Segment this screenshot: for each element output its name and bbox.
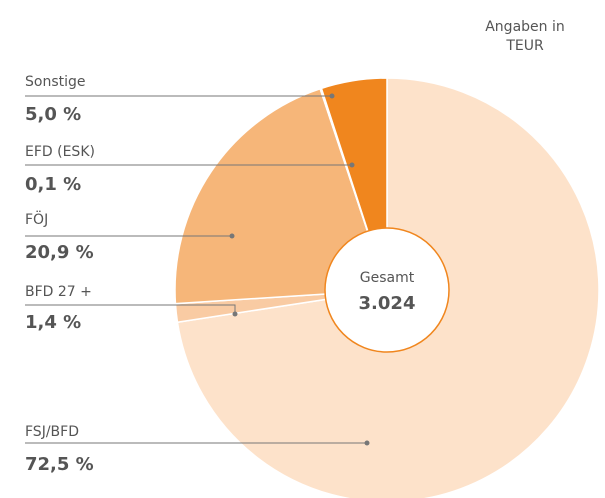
center-circle <box>324 227 450 353</box>
slice-value-label: 5,0 % <box>25 104 81 125</box>
slice-name: FSJ/BFD <box>25 424 79 440</box>
leader-line <box>25 304 236 314</box>
slice-value-label: 72,5 % <box>25 454 94 475</box>
note: Angaben in <box>485 19 565 35</box>
slice-value-label: 20,9 % <box>25 242 94 263</box>
slice-value-label: 0,1 % <box>25 174 81 195</box>
slice-name: BFD 27 + <box>25 284 92 300</box>
leader-dot <box>229 233 235 239</box>
leader-dot <box>232 311 238 317</box>
slice-name: EFD (ESK) <box>25 144 95 160</box>
leader-dot <box>364 440 370 446</box>
slice-name: FÖJ <box>25 210 48 228</box>
center-label: Gesamt <box>360 270 415 286</box>
center-value: 3.024 <box>359 293 416 314</box>
leader-dot <box>329 93 335 99</box>
leader-dot <box>349 162 355 168</box>
note: TEUR <box>505 38 544 54</box>
slice-name: Sonstige <box>25 74 86 90</box>
pie-slice <box>174 87 389 305</box>
slice-value-label: 1,4 % <box>25 312 81 333</box>
